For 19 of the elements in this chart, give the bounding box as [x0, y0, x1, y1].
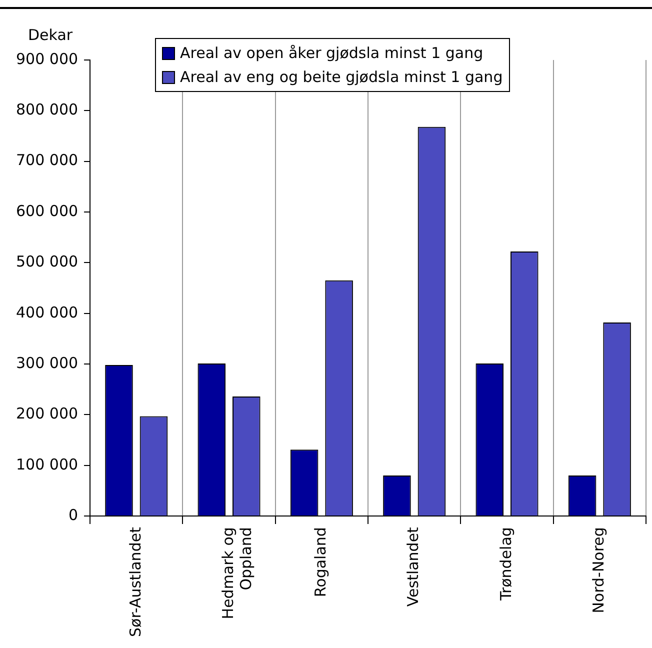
- legend-label: Areal av open åker gjødsla minst 1 gang: [180, 43, 484, 64]
- x-tick-label: Rogaland: [312, 527, 330, 598]
- legend-label: Areal av eng og beite gjødsla minst 1 gang: [180, 67, 503, 88]
- y-tick-label: 800 000: [16, 100, 78, 119]
- y-tick-label: 100 000: [16, 455, 78, 474]
- y-tick-label: 400 000: [16, 303, 78, 322]
- y-tick-label: 200 000: [16, 404, 78, 423]
- x-tick-label: Sør-Austlandet: [126, 526, 144, 637]
- y-axis-title: Dekar: [28, 26, 73, 44]
- y-tick-label: 900 000: [16, 50, 78, 68]
- y-tick-label: 300 000: [16, 354, 78, 372]
- y-tick-label: 600 000: [16, 202, 78, 220]
- x-tick-label: Vestlandet: [404, 526, 422, 607]
- y-tick-label: 700 000: [16, 151, 78, 170]
- y-tick-label: 0: [68, 506, 78, 524]
- x-tick-label: Hedmark og Oppland: [218, 527, 255, 620]
- x-tick-label: Nord-Noreg: [590, 527, 608, 614]
- x-tick-label: Trøndelag: [496, 527, 515, 602]
- y-tick-label: 500 000: [16, 252, 78, 271]
